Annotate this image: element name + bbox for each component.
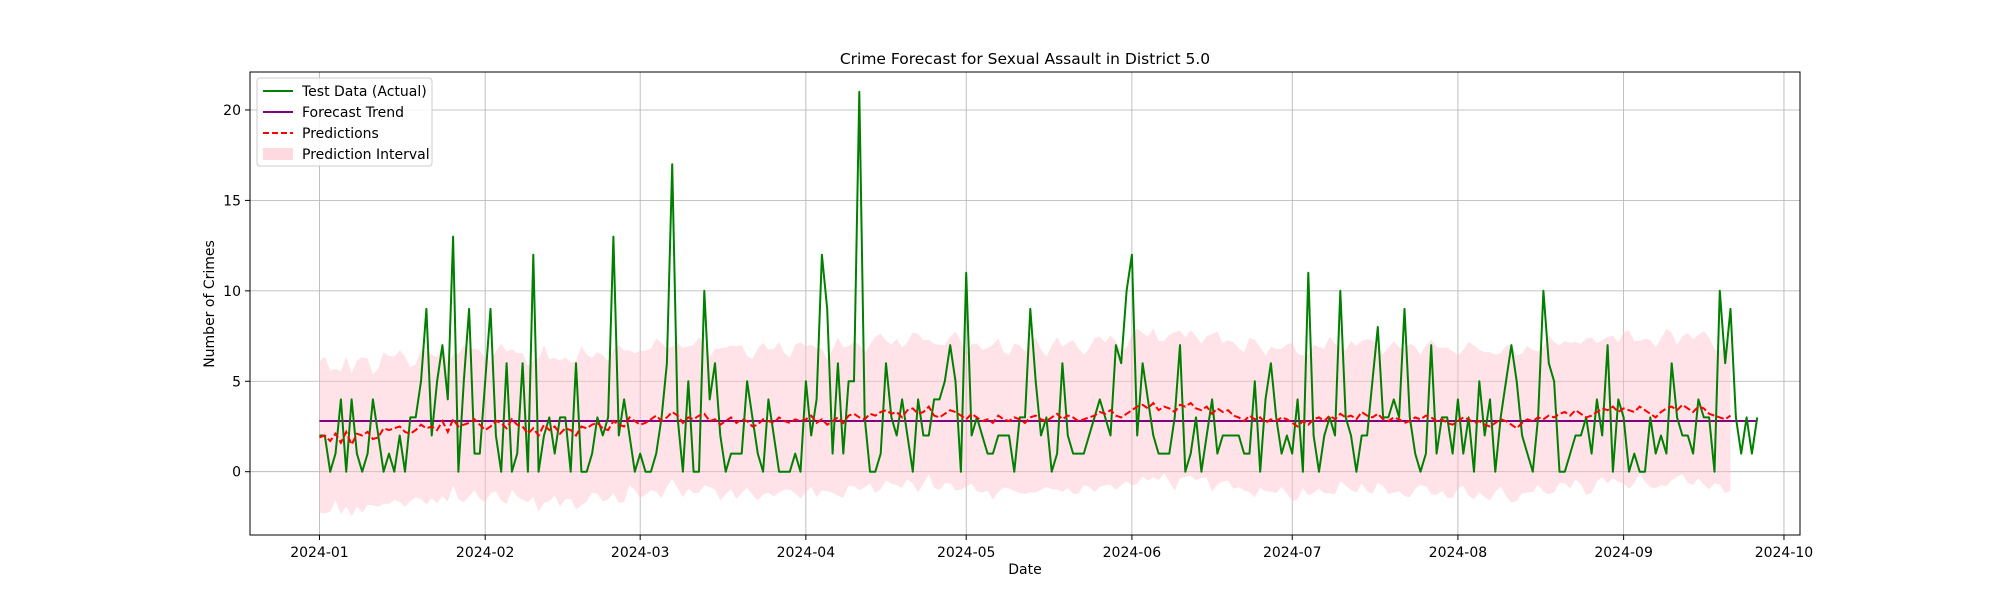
y-axis-label: Number of Crimes	[202, 240, 218, 368]
x-tick-label: 2024-08	[1429, 545, 1488, 561]
y-tick-label: 10	[223, 284, 241, 300]
y-tick-label: 5	[232, 374, 241, 390]
predictions-layer	[319, 401, 1732, 448]
legend-label: Forecast Trend	[302, 105, 404, 121]
y-axis-ticks: 0 5 10 15 20	[223, 103, 250, 481]
x-tick-label: 2024-10	[1755, 545, 1814, 561]
axes-frame	[249, 71, 1801, 536]
x-axis-label: Date	[1008, 562, 1041, 578]
chart-title: Crime Forecast for Sexual Assault in Dis…	[840, 50, 1210, 68]
y-tick-label: 15	[223, 193, 241, 209]
x-tick-label: 2024-07	[1263, 545, 1322, 561]
x-tick-label: 2024-06	[1103, 545, 1162, 561]
legend-label: Test Data (Actual)	[301, 84, 427, 100]
legend-swatch	[263, 148, 293, 160]
x-tick-label: 2024-04	[777, 545, 836, 561]
y-tick-label: 20	[223, 103, 241, 119]
x-tick-label: 2024-03	[611, 545, 670, 561]
y-tick-label: 0	[232, 465, 241, 481]
predictions-line	[319, 401, 1732, 448]
x-tick-label: 2024-02	[456, 545, 515, 561]
actual-data-layer	[319, 90, 1759, 473]
legend: Test Data (Actual) Forecast Trend Predicti…	[256, 77, 433, 167]
x-tick-label: 2024-05	[937, 545, 996, 561]
legend-label: Prediction Interval	[302, 147, 430, 163]
x-tick-label: 2024-01	[290, 545, 349, 561]
legend-box	[256, 77, 433, 167]
x-axis-ticks: 2024-01 2024-02 2024-03 2024-04 2024-05 2024-…	[290, 535, 1813, 561]
actual-data-line	[319, 90, 1759, 473]
x-tick-label: 2024-09	[1594, 545, 1653, 561]
legend-label: Predictions	[302, 126, 379, 142]
